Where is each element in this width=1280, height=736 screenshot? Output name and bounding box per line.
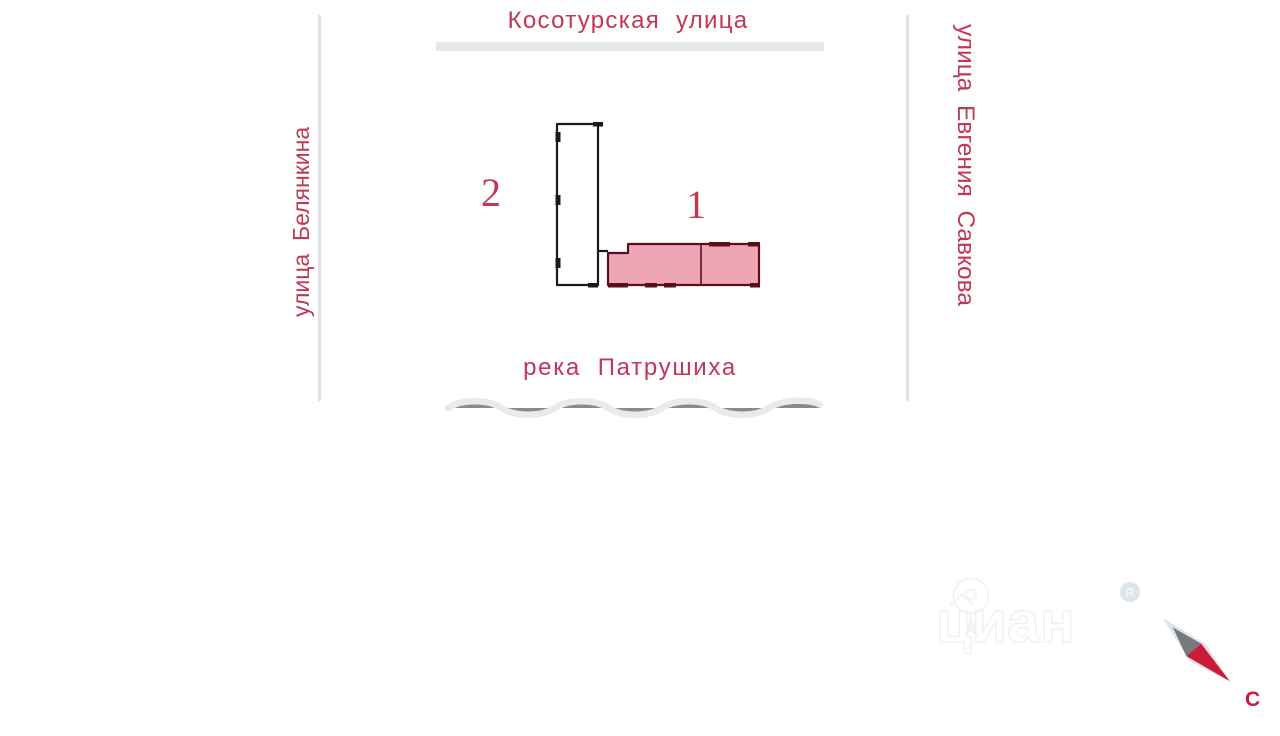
- svg-text:2: 2: [481, 170, 501, 215]
- svg-text:циан: циан: [936, 590, 1075, 655]
- svg-text:1: 1: [686, 182, 706, 227]
- svg-text:R: R: [1126, 588, 1135, 600]
